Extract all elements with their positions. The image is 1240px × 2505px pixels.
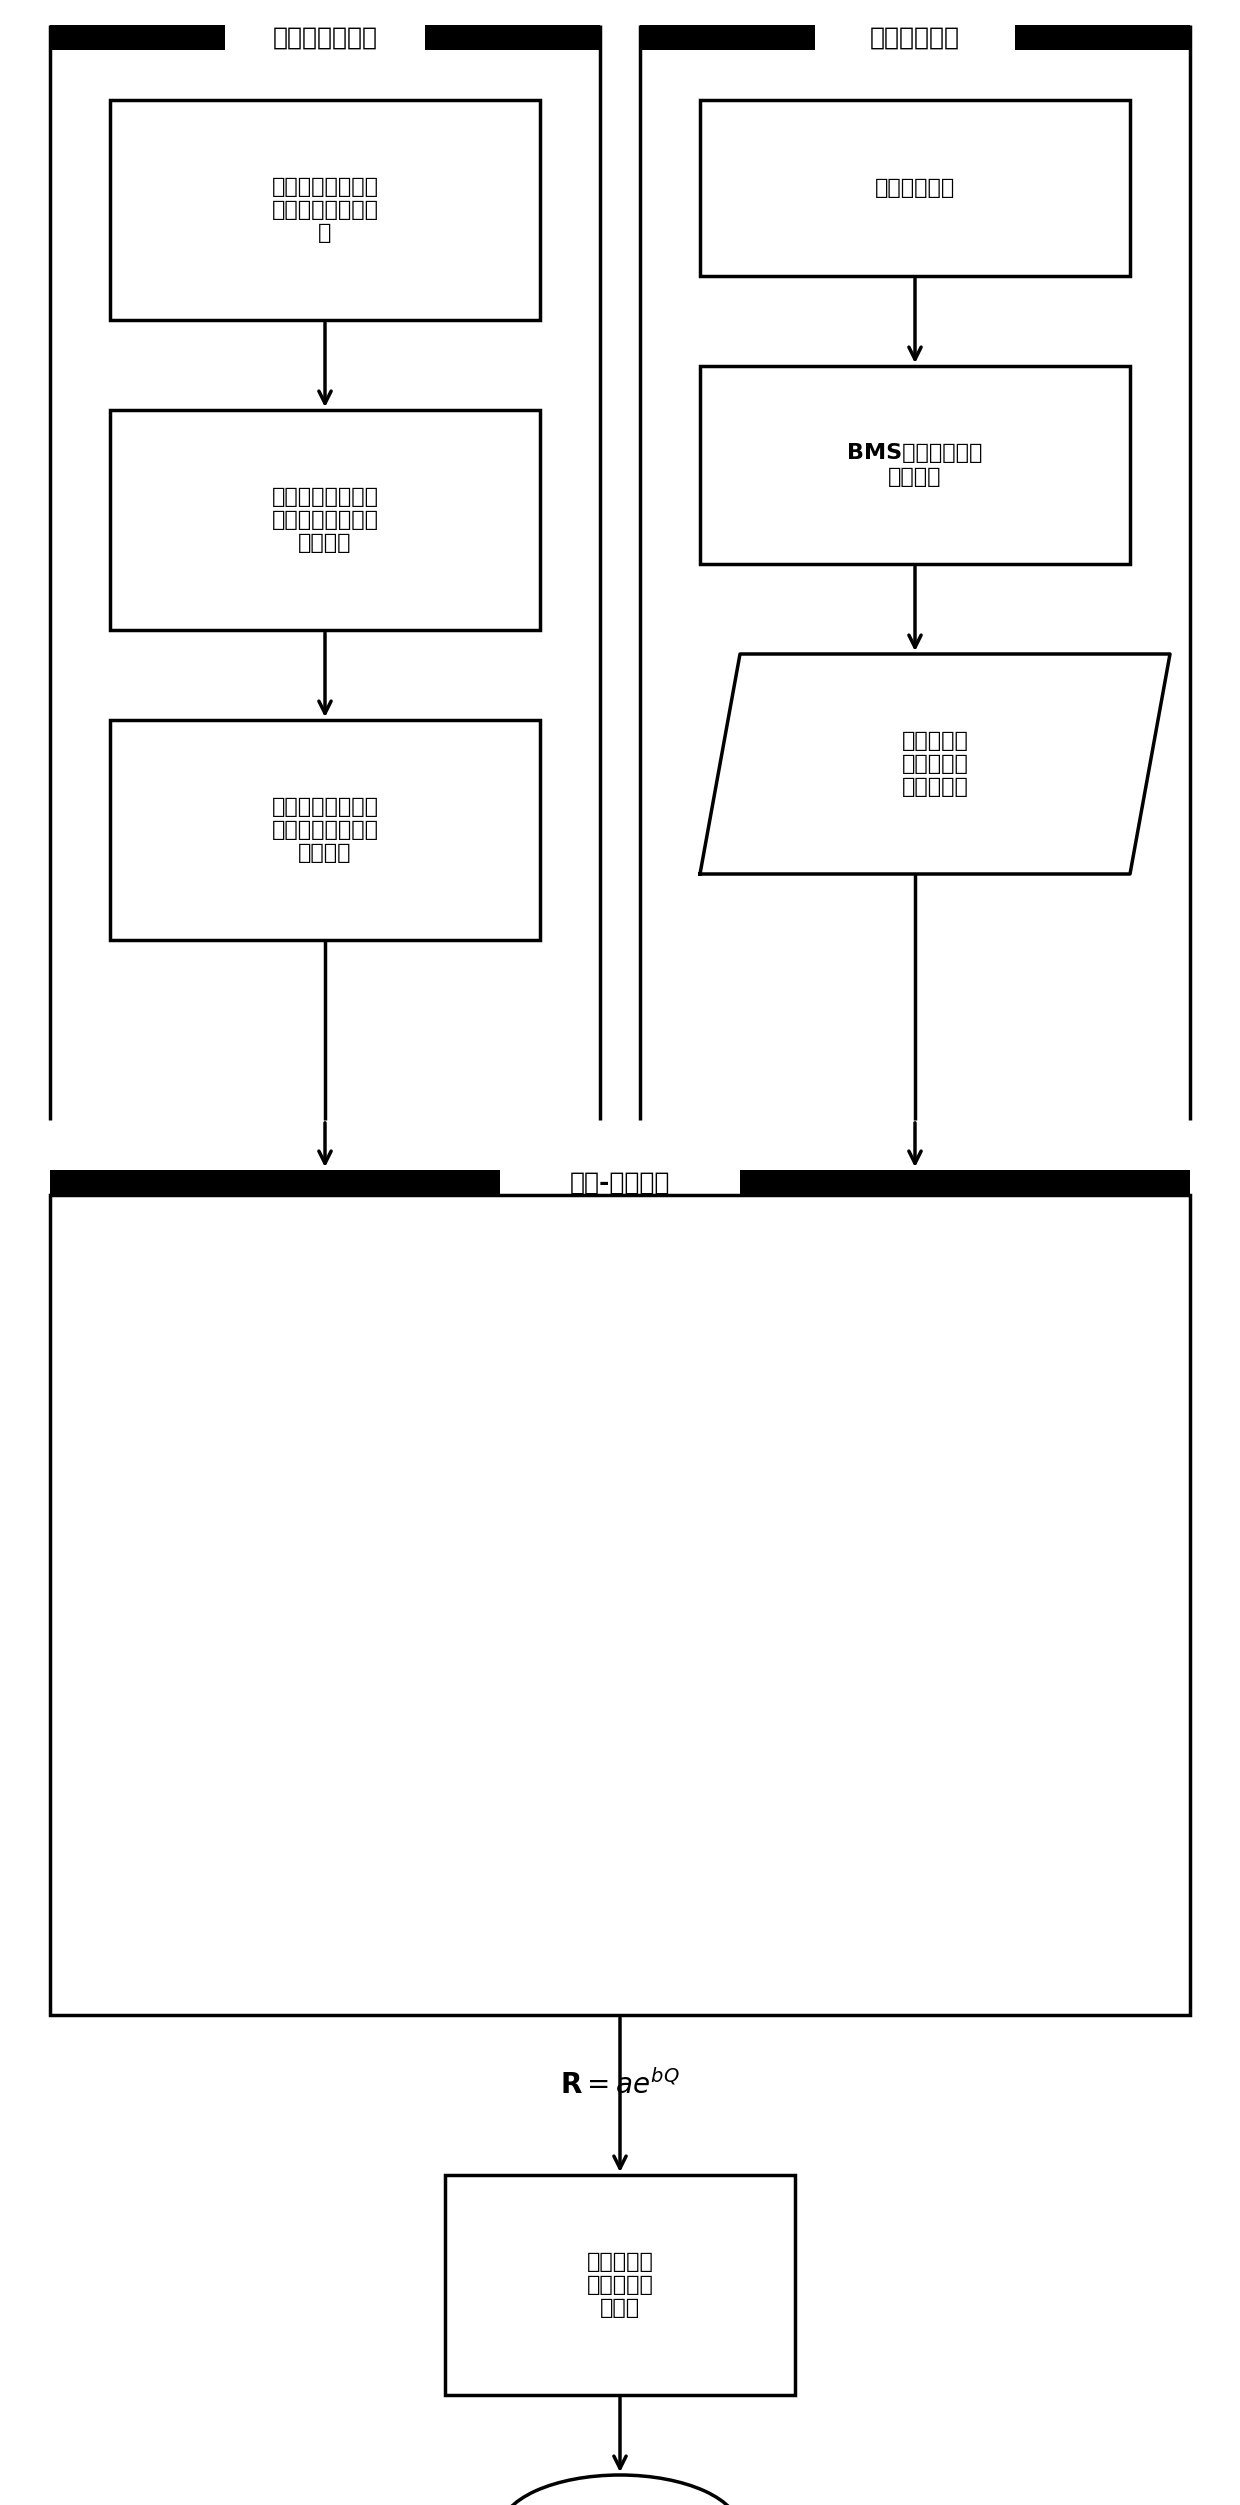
Bar (1016, 25, 1190, 50)
Text: 不同老化程度下的
电池容量和特性测
试: 不同老化程度下的 电池容量和特性测 试 (272, 178, 378, 243)
Text: 当前老化状
态下的容量
保持率: 当前老化状 态下的容量 保持率 (587, 2252, 653, 2317)
Ellipse shape (500, 2475, 740, 2505)
Bar (50, 1170, 500, 1195)
Bar (50, 25, 224, 50)
Text: 容量保持率和极化
内阻增长率的指数
关系拟合: 容量保持率和极化 内阻增长率的指数 关系拟合 (272, 797, 378, 864)
Y-axis label: 极化内阻增长率: 极化内阻增长率 (95, 1538, 113, 1608)
Text: 在线参数辨
识得到极化
内阻增长率: 在线参数辨 识得到极化 内阻增长率 (901, 731, 968, 797)
Legend: × 3号电池数据, 3号电池拟合曲线, △ 1号电池数据, 1号电池拟合曲线, EOL: × 3号电池数据, 3号电池拟合曲线, △ 1号电池数据, 1号电池拟合曲线, … (1034, 1217, 1162, 1335)
Bar (50, 1195, 1190, 2014)
X-axis label: 容量保持率: 容量保持率 (630, 1959, 680, 1976)
Polygon shape (701, 654, 1171, 874)
Bar (110, 411, 539, 629)
Text: $\mathbf{R}=\mathit{a}\mathit{e}^{\mathit{bQ}}$: $\mathbf{R}=\mathit{a}\mathit{e}^{\mathi… (560, 2069, 680, 2099)
Bar (425, 25, 600, 50)
Bar (110, 719, 539, 939)
Bar (640, 25, 815, 50)
Text: 电动汽车运行: 电动汽车运行 (875, 178, 955, 198)
Text: 参数辨识，获取容
量保持率和极化内
阻增长率: 参数辨识，获取容 量保持率和极化内 阻增长率 (272, 486, 378, 554)
Text: BMS实时采集电压
电流数据: BMS实时采集电压 电流数据 (847, 443, 982, 486)
Bar (701, 100, 1130, 276)
Text: 测试与参数辨识: 测试与参数辨识 (273, 25, 377, 50)
Text: 在线数据采集: 在线数据采集 (870, 25, 960, 50)
Bar (445, 2174, 795, 2395)
Bar (110, 100, 539, 321)
Bar (701, 366, 1130, 564)
Text: 内阻-容量关系: 内阻-容量关系 (570, 1170, 670, 1195)
Bar (740, 1170, 1190, 1195)
